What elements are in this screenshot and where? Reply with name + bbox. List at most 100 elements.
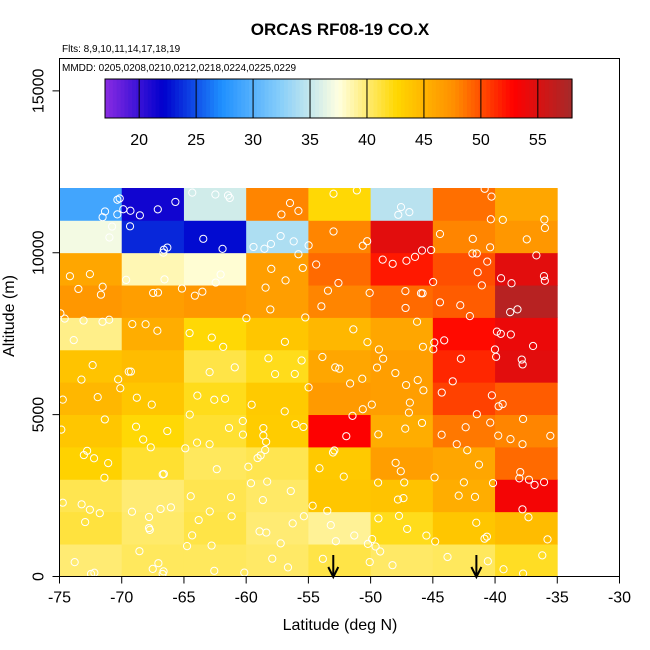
heatmap-cell xyxy=(59,317,123,351)
observation-marker xyxy=(98,317,107,326)
observation-marker xyxy=(318,554,327,563)
observation-marker xyxy=(104,459,113,468)
observation-marker xyxy=(246,479,256,488)
observation-marker xyxy=(281,276,290,285)
colorbar-segment xyxy=(435,79,441,118)
observation-marker xyxy=(139,435,148,444)
observation-marker xyxy=(358,374,367,383)
observation-marker xyxy=(141,320,150,329)
observation-marker xyxy=(124,367,133,376)
observation-marker xyxy=(198,287,207,296)
observation-marker xyxy=(159,469,168,479)
observation-marker xyxy=(417,418,427,428)
colorbar-segment xyxy=(210,79,215,118)
observation-marker xyxy=(258,496,267,505)
observation-marker xyxy=(132,393,141,402)
observation-marker xyxy=(482,532,492,541)
observation-marker xyxy=(427,245,436,255)
observation-marker xyxy=(151,0,160,5)
observation-marker xyxy=(261,445,270,455)
heatmap-cell xyxy=(246,447,309,480)
observation-marker xyxy=(205,368,214,377)
observation-marker xyxy=(156,504,165,514)
colorbar-segment xyxy=(350,79,355,118)
heatmap-cell xyxy=(183,285,247,318)
observation-marker xyxy=(342,432,351,441)
colorbar-frame xyxy=(104,78,573,119)
observation-marker xyxy=(452,440,461,449)
observation-marker xyxy=(299,422,308,432)
heatmap-cell xyxy=(246,414,309,448)
observation-marker xyxy=(401,424,410,433)
colorbar-segment xyxy=(330,79,336,118)
observation-marker xyxy=(308,501,317,510)
colorbar-segment xyxy=(303,79,308,118)
colorbar-segment xyxy=(338,79,343,118)
observation-marker xyxy=(329,189,338,198)
observation-marker xyxy=(98,213,107,222)
colorbar-segment xyxy=(178,79,184,118)
heatmap-cell xyxy=(432,252,496,286)
colorbar-segment xyxy=(420,79,425,118)
observation-marker xyxy=(212,465,221,474)
observation-marker xyxy=(546,431,555,440)
arrow-head xyxy=(470,566,483,580)
observation-marker xyxy=(128,320,137,329)
colorbar-segment xyxy=(315,79,320,118)
observation-marker xyxy=(461,423,470,432)
heatmap-cell xyxy=(308,544,372,577)
colorbar-segment xyxy=(377,79,382,118)
heatmap-cell xyxy=(246,317,309,351)
observation-marker xyxy=(422,531,431,540)
observation-marker xyxy=(363,237,372,246)
colorbar-segment xyxy=(474,79,480,118)
observation-marker xyxy=(135,547,144,556)
observation-marker xyxy=(352,186,361,195)
observation-marker xyxy=(85,270,94,279)
heatmap-cell xyxy=(59,285,123,318)
heatmap-cell xyxy=(183,511,247,545)
heatmap-cell xyxy=(308,447,372,480)
heatmap-cell xyxy=(432,382,496,416)
heatmap-cell xyxy=(308,349,372,383)
observation-marker xyxy=(113,195,122,204)
observation-marker xyxy=(399,494,408,503)
observation-marker xyxy=(363,539,373,548)
observation-marker xyxy=(539,271,549,281)
colorbar-tick-label: 35 xyxy=(301,132,319,149)
observation-marker xyxy=(522,235,531,244)
colorbar-segment xyxy=(564,79,569,118)
observation-marker xyxy=(242,314,251,323)
observation-marker xyxy=(473,0,482,5)
heatmap-cell xyxy=(121,479,185,513)
y-tick-label: 0 xyxy=(31,572,48,581)
observation-marker xyxy=(376,547,385,556)
colorbar-segment xyxy=(412,79,417,118)
observation-marker xyxy=(506,308,515,317)
observation-marker xyxy=(506,330,515,339)
colorbar-segment xyxy=(533,79,538,118)
heatmap-cell xyxy=(121,349,185,383)
observation-marker xyxy=(135,0,144,5)
colorbar-segment xyxy=(136,79,141,118)
observation-marker xyxy=(205,507,214,516)
observation-marker xyxy=(276,539,285,548)
observation-marker xyxy=(442,0,451,5)
y-tick-label: 5000 xyxy=(31,397,48,433)
observation-marker xyxy=(371,542,380,551)
colorbar-segment xyxy=(287,79,293,118)
colorbar-segment xyxy=(198,79,203,118)
observation-marker xyxy=(468,249,477,258)
colorbar-segment xyxy=(252,79,258,118)
colorbar-segment xyxy=(428,79,433,118)
observation-marker xyxy=(116,384,125,393)
colorbar-segment xyxy=(509,79,515,118)
heatmap-cell xyxy=(495,511,558,545)
observation-marker xyxy=(400,478,409,487)
colorbar-segment xyxy=(459,79,464,118)
colorbar-segment xyxy=(463,79,468,118)
colorbar-segment xyxy=(322,79,328,118)
colorbar-segment xyxy=(326,79,332,118)
observation-marker xyxy=(443,552,452,562)
observation-marker xyxy=(268,554,277,563)
